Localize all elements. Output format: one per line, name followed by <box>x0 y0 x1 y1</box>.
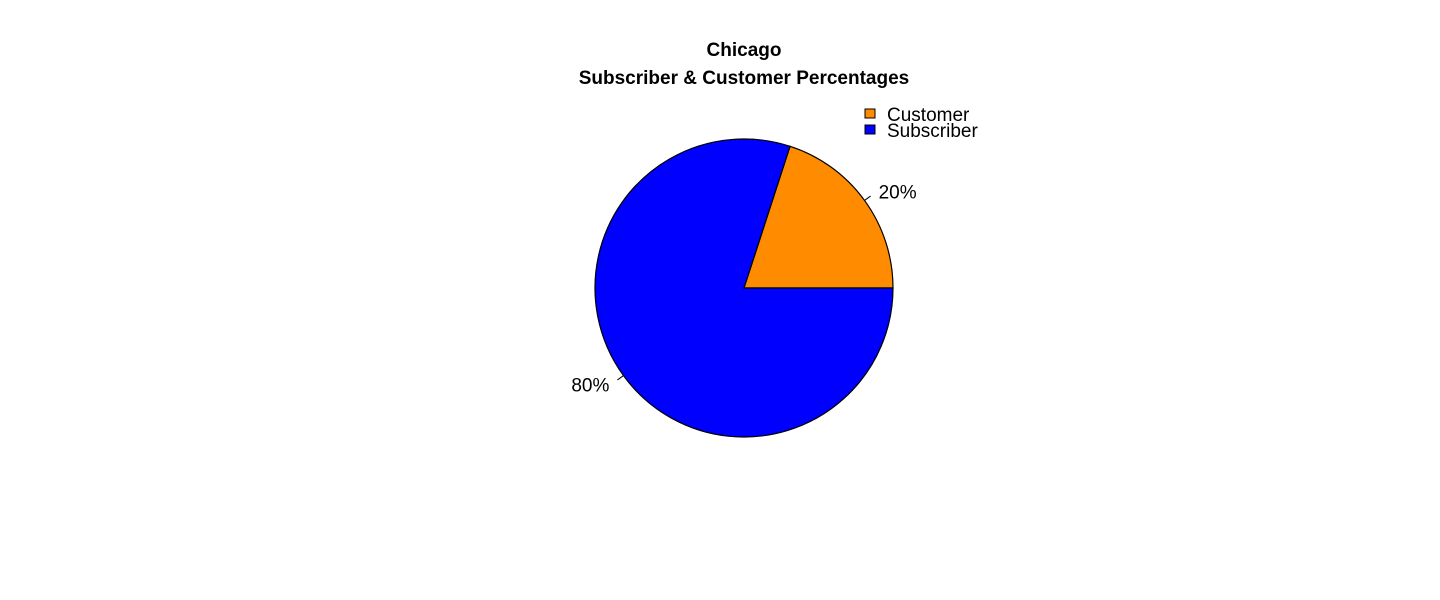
slice-label-tick-customer <box>864 195 871 201</box>
slice-label-customer: 20% <box>879 183 917 204</box>
legend: Customer Subscriber <box>864 105 978 142</box>
slice-label-tick-subscriber <box>617 375 624 381</box>
chart-title: Chicago <box>707 40 782 61</box>
legend-swatch-subscriber <box>864 124 876 135</box>
pie-slices <box>594 138 894 438</box>
pie-slice-customer <box>743 145 894 289</box>
legend-swatch-customer <box>864 108 876 119</box>
slice-label-subscriber: 80% <box>571 375 609 396</box>
legend-label-customer: Customer <box>887 105 970 126</box>
slice-labels: 20% 80% <box>571 183 916 397</box>
legend-label-subscriber: Subscriber <box>887 121 978 142</box>
chart-subtitle: Subscriber & Customer Percentages <box>579 68 910 89</box>
